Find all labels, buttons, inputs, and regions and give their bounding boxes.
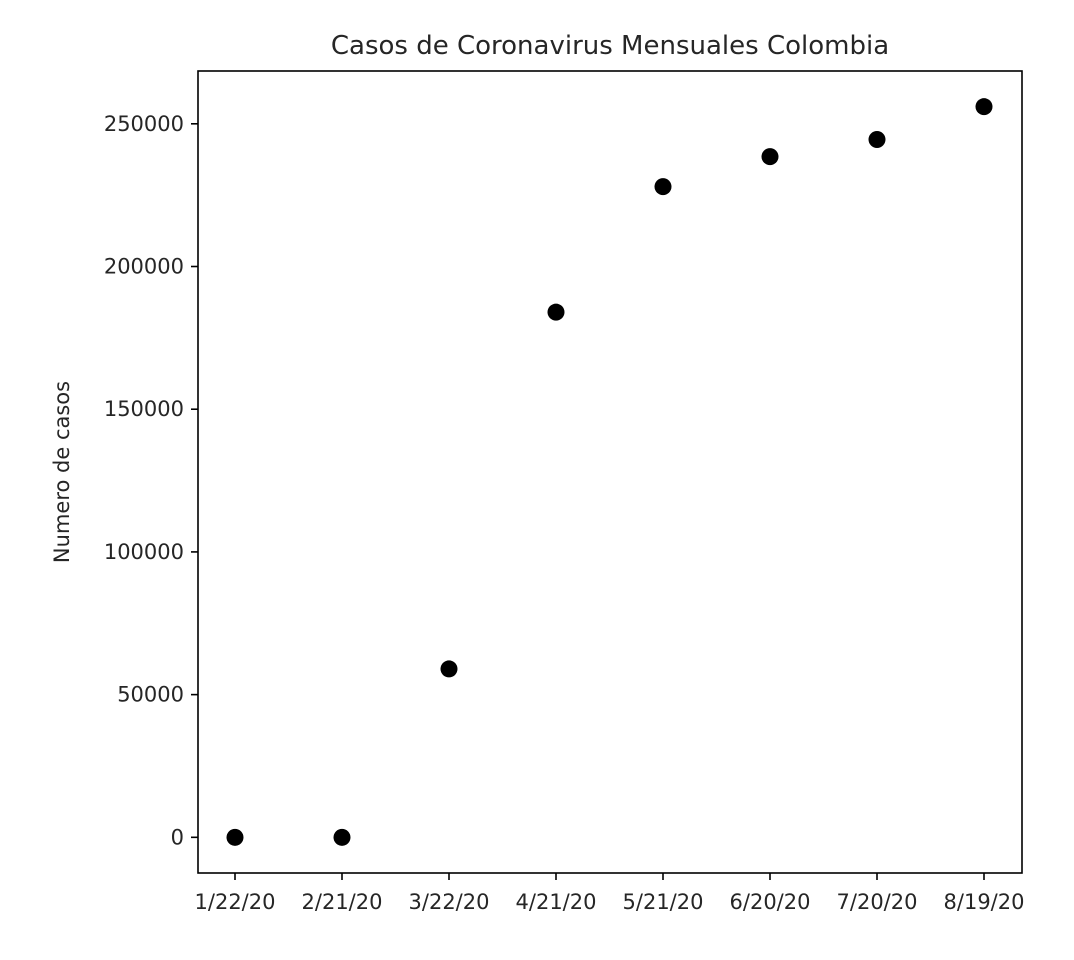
y-tick-label: 100000 <box>104 540 184 564</box>
x-tick-label: 4/21/20 <box>516 890 597 914</box>
y-axis-label: Numero de casos <box>50 381 74 563</box>
y-tick-label: 200000 <box>104 255 184 279</box>
data-points <box>226 98 993 846</box>
y-tick-label: 50000 <box>117 683 184 707</box>
plot-frame <box>197 70 1023 874</box>
chart-title: Casos de Coronavirus Mensuales Colombia <box>331 31 889 61</box>
data-point <box>761 148 779 166</box>
data-point <box>333 828 351 846</box>
x-tick-label: 2/21/20 <box>302 890 383 914</box>
data-point <box>654 178 672 196</box>
y-tick-label: 150000 <box>104 397 184 421</box>
x-tick-label: 8/19/20 <box>944 890 1025 914</box>
data-point <box>547 303 565 321</box>
x-tick-label: 3/22/20 <box>409 890 490 914</box>
y-tick-label: 250000 <box>104 112 184 136</box>
data-point <box>226 828 244 846</box>
data-point <box>440 660 458 678</box>
y-axis-ticks: 0 50000 100000 150000 200000 250000 <box>104 112 198 849</box>
y-tick-label: 0 <box>171 825 184 849</box>
x-tick-label: 5/21/20 <box>623 890 704 914</box>
x-tick-label: 1/22/20 <box>195 890 276 914</box>
x-tick-label: 7/20/20 <box>837 890 918 914</box>
x-tick-label: 6/20/20 <box>730 890 811 914</box>
x-axis-ticks: 1/22/20 2/21/20 3/22/20 4/21/20 5/21/20 6/20/… <box>195 873 1025 914</box>
data-point <box>975 98 993 116</box>
data-point <box>868 130 886 148</box>
